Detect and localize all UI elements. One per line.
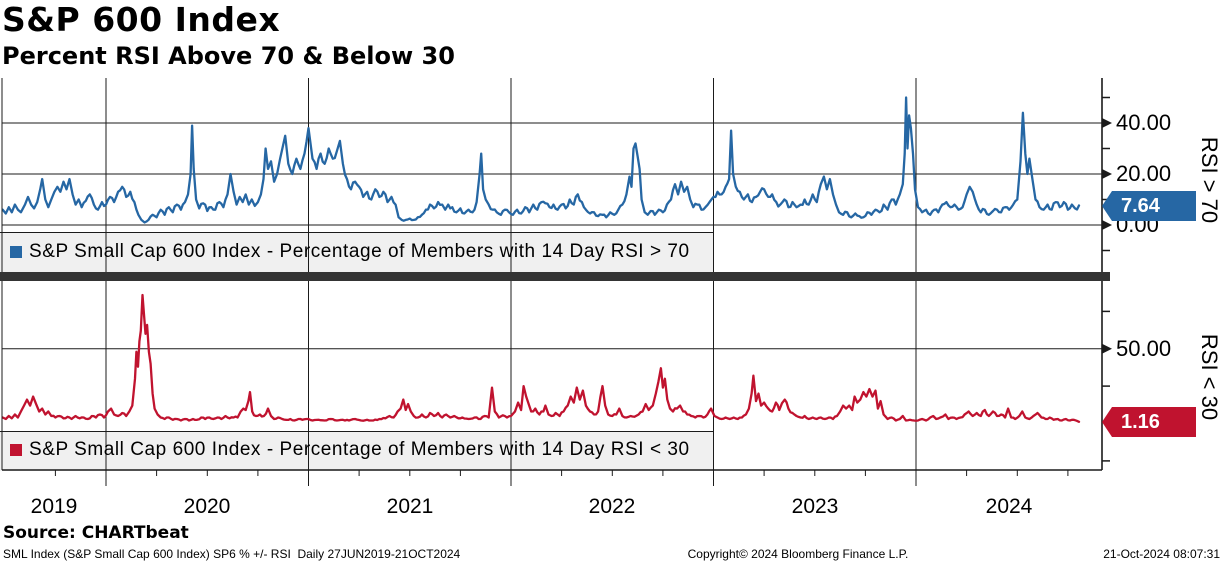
rsi-below-30-line	[1, 293, 1081, 423]
tick-arrow-icon	[1102, 118, 1112, 128]
footer-copyright: Copyright© 2024 Bloomberg Finance L.P.	[687, 547, 909, 561]
last-value-badge-rsi-below-30: 1.16	[1102, 407, 1196, 437]
footer-left: SML Index (S&P Small Cap 600 Index) SP6 …	[3, 547, 461, 561]
y-axis-tick-label: 50.00	[1116, 335, 1172, 361]
legend-label-rsi-below-30: S&P Small Cap 600 Index - Percentage of …	[29, 439, 690, 460]
source-label: Source: CHARTbeat	[3, 523, 189, 543]
page-subtitle: Percent RSI Above 70 & Below 30	[2, 42, 455, 70]
tick-arrow-icon	[1102, 169, 1112, 179]
last-value-badge-rsi-above-70: 7.64	[1102, 191, 1196, 221]
x-axis-year-label: 2024	[985, 495, 1033, 518]
last-value-top: 7.64	[1112, 191, 1196, 221]
badge-pointer-icon	[1102, 191, 1112, 221]
panel-separator	[0, 272, 1110, 281]
legend-strip-bottom	[0, 431, 714, 471]
legend-swatch-blue	[10, 246, 22, 258]
legend-rsi-below-30: S&P Small Cap 600 Index - Percentage of …	[10, 438, 690, 462]
legend-strip-top	[0, 232, 714, 273]
legend-label-rsi-above-70: S&P Small Cap 600 Index - Percentage of …	[29, 241, 690, 262]
last-value-bottom: 1.16	[1112, 407, 1196, 437]
x-axis-year-label: 2020	[183, 495, 231, 518]
x-axis-year-label: 2021	[386, 495, 434, 518]
y-axis-tick-label: 40.00	[1116, 110, 1172, 135]
legend-swatch-red	[10, 444, 22, 456]
tick-arrow-icon	[1102, 343, 1112, 354]
x-axis-year-label: 2019	[30, 495, 78, 518]
x-axis-year-label: 2023	[791, 495, 839, 518]
footer-timestamp: 21-Oct-2024 08:07:31	[1103, 547, 1220, 561]
rsi-above-70-line	[1, 96, 1081, 224]
x-axis-year-label: 2022	[588, 495, 636, 518]
tick-arrow-icon	[1102, 220, 1112, 230]
badge-pointer-icon	[1102, 407, 1112, 437]
page-title: S&P 600 Index	[2, 0, 281, 39]
y-axis-tick-label: 20.00	[1116, 161, 1172, 186]
legend-rsi-above-70: S&P Small Cap 600 Index - Percentage of …	[10, 240, 690, 264]
